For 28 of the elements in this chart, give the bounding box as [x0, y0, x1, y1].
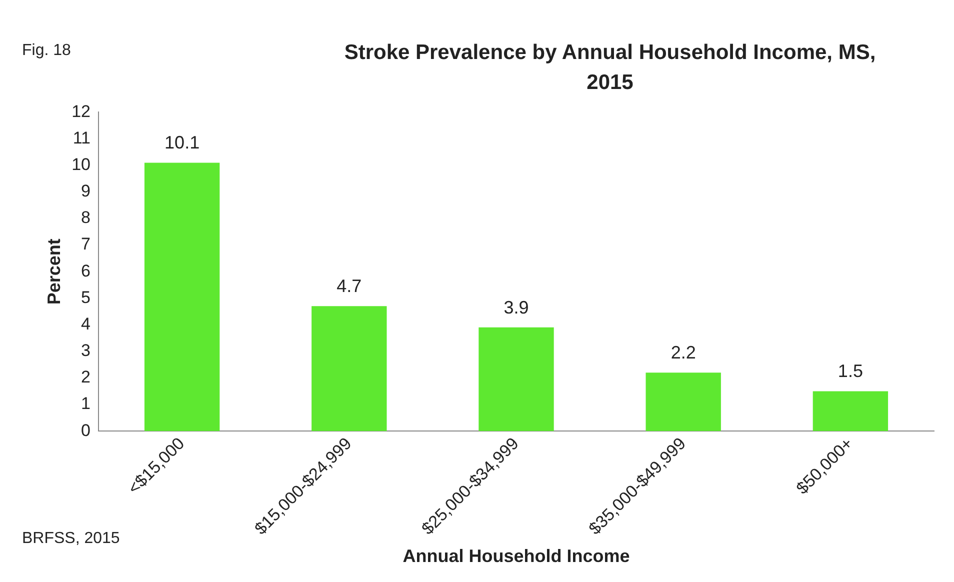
bar — [144, 162, 220, 432]
data-label: 1.5 — [838, 361, 863, 382]
y-tick-label: 7 — [81, 234, 91, 254]
data-label: 3.9 — [504, 297, 529, 318]
y-tick-label: 11 — [72, 128, 91, 148]
y-tick-label: 6 — [81, 261, 91, 280]
y-tick-label: 5 — [81, 288, 91, 307]
y-tick-label: 8 — [81, 208, 91, 228]
data-label: 4.7 — [336, 276, 362, 296]
bar — [478, 327, 554, 432]
y-tick-label: 10 — [72, 155, 91, 174]
bar — [312, 306, 387, 432]
bar — [646, 372, 721, 432]
y-axis-title: Percent — [44, 238, 64, 305]
y-tick-label: 4 — [81, 314, 91, 334]
y-tick-label: 9 — [81, 182, 91, 201]
y-tick-label: 2 — [81, 368, 91, 387]
x-axis-title: Annual Household Income — [402, 546, 630, 566]
caption: Fig. 18 — [22, 42, 71, 60]
chart-title: Stroke Prevalence by Annual Household Income, MS, 2015 — [343, 40, 877, 96]
text: BRFSS, 2015 — [22, 530, 120, 548]
y-tick-label: 0 — [81, 420, 91, 440]
y-tick-label: 1 — [81, 394, 91, 414]
y-tick-label: 12 — [72, 102, 91, 121]
y-tick-label: 3 — [81, 341, 91, 360]
data-label: 10.1 — [164, 132, 200, 153]
bar — [812, 391, 888, 432]
data-label: 2.2 — [670, 342, 696, 363]
